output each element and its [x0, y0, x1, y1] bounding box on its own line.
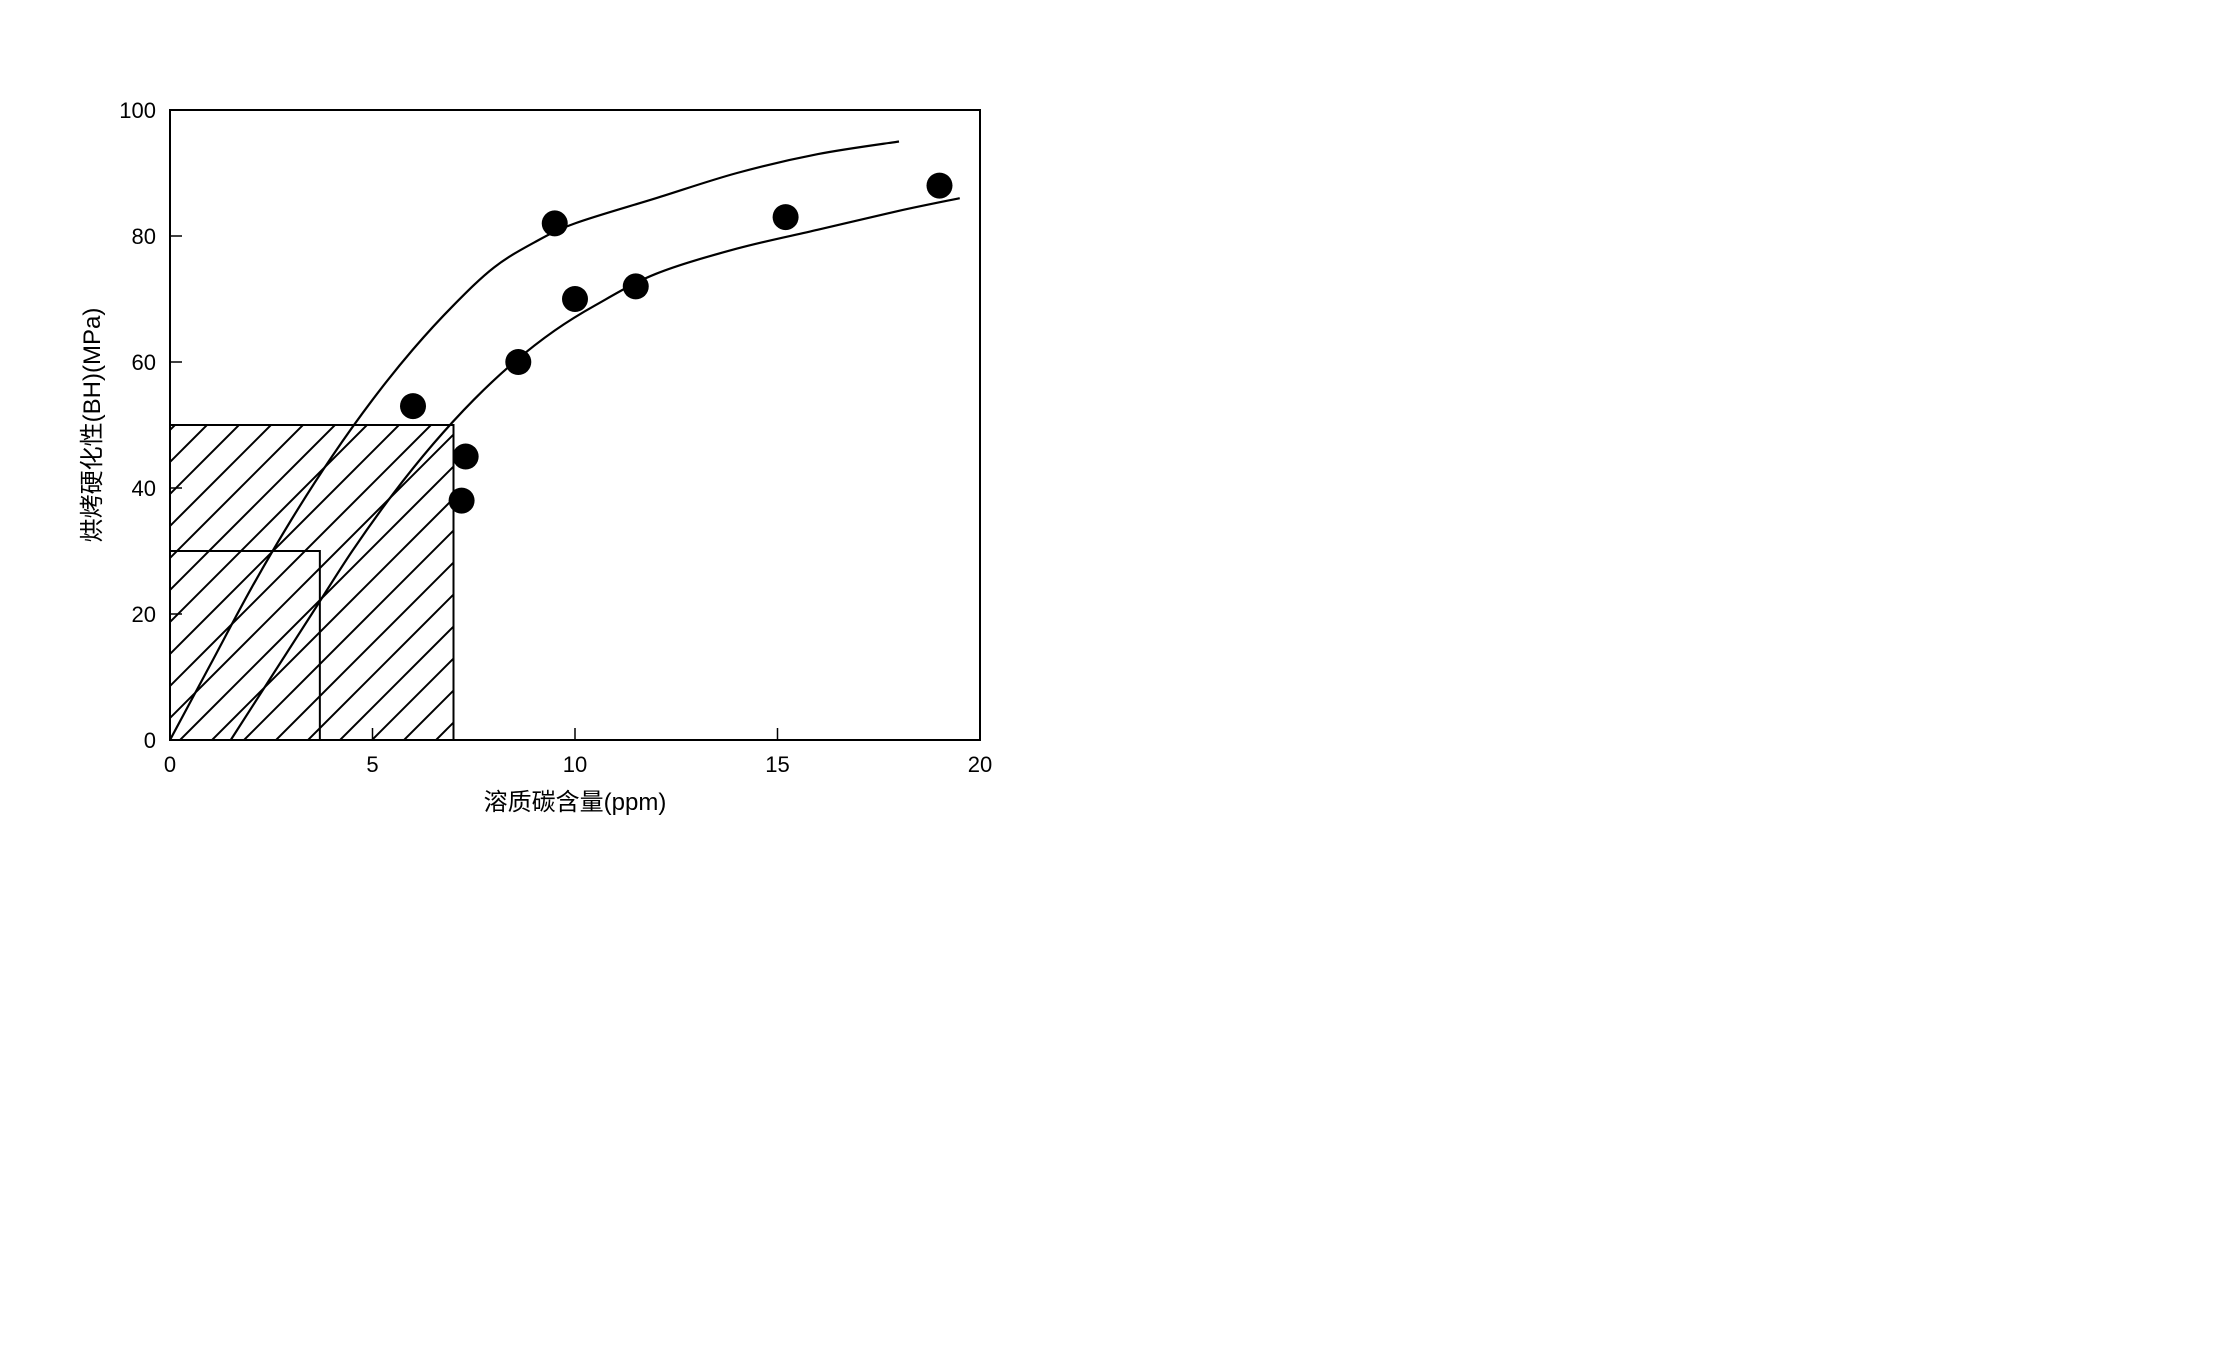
upper-curve [170, 142, 899, 741]
svg-text:10: 10 [563, 752, 587, 777]
data-point [453, 444, 479, 470]
data-point [927, 173, 953, 199]
svg-text:80: 80 [132, 224, 156, 249]
svg-text:5: 5 [366, 752, 378, 777]
scatter-chart: 0 5 10 15 20 0 20 40 60 80 100 溶质碳含量(ppm) 烘烤硬化性(BH)(… [40, 60, 1040, 860]
x-axis-label: 溶质碳含量(ppm) [484, 789, 667, 816]
y-axis-label: 烘烤硬化性(BH)(MPa) [79, 308, 106, 543]
data-point [449, 488, 475, 514]
data-point [773, 204, 799, 230]
svg-text:0: 0 [144, 728, 156, 753]
lower-curve [231, 198, 960, 740]
svg-text:60: 60 [132, 350, 156, 375]
svg-text:0: 0 [164, 752, 176, 777]
data-point [562, 286, 588, 312]
svg-text:20: 20 [132, 602, 156, 627]
data-point [623, 273, 649, 299]
data-point [400, 393, 426, 419]
svg-text:100: 100 [119, 98, 156, 123]
chart-container: 0 5 10 15 20 0 20 40 60 80 100 溶质碳含量(ppm) 烘烤硬化性(BH)(… [40, 60, 1040, 860]
data-point [505, 349, 531, 375]
data-point [542, 210, 568, 236]
svg-text:15: 15 [765, 752, 789, 777]
svg-text:40: 40 [132, 476, 156, 501]
svg-text:20: 20 [968, 752, 992, 777]
